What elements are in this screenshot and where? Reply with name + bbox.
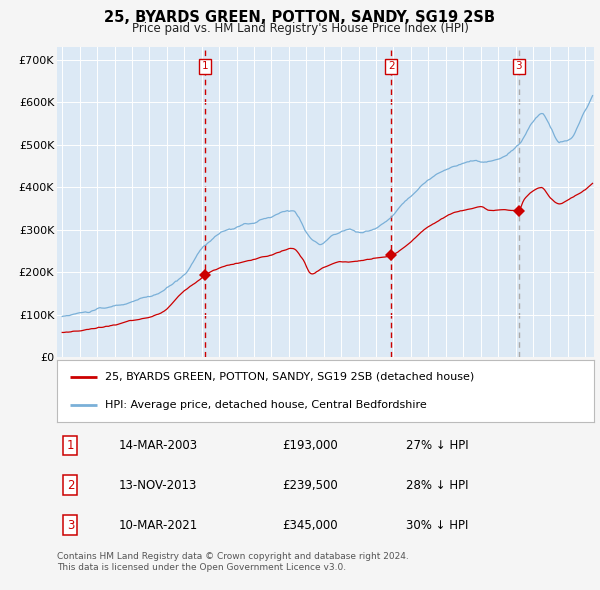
Text: 27% ↓ HPI: 27% ↓ HPI [406, 439, 469, 452]
Text: £239,500: £239,500 [283, 478, 338, 492]
Text: 2: 2 [67, 478, 74, 492]
Text: 13-NOV-2013: 13-NOV-2013 [119, 478, 197, 492]
Text: HPI: Average price, detached house, Central Bedfordshire: HPI: Average price, detached house, Cent… [106, 400, 427, 410]
Text: 1: 1 [202, 61, 209, 71]
Text: 14-MAR-2003: 14-MAR-2003 [119, 439, 198, 452]
Text: £345,000: £345,000 [283, 519, 338, 532]
Text: 3: 3 [67, 519, 74, 532]
Text: 25, BYARDS GREEN, POTTON, SANDY, SG19 2SB: 25, BYARDS GREEN, POTTON, SANDY, SG19 2S… [104, 10, 496, 25]
Text: 25, BYARDS GREEN, POTTON, SANDY, SG19 2SB (detached house): 25, BYARDS GREEN, POTTON, SANDY, SG19 2S… [106, 372, 475, 382]
Text: 10-MAR-2021: 10-MAR-2021 [119, 519, 198, 532]
Text: Price paid vs. HM Land Registry's House Price Index (HPI): Price paid vs. HM Land Registry's House … [131, 22, 469, 35]
Text: 1: 1 [67, 439, 74, 452]
Text: 28% ↓ HPI: 28% ↓ HPI [406, 478, 469, 492]
Text: 2: 2 [388, 61, 395, 71]
Text: Contains HM Land Registry data © Crown copyright and database right 2024.
This d: Contains HM Land Registry data © Crown c… [57, 552, 409, 572]
Text: 30% ↓ HPI: 30% ↓ HPI [406, 519, 469, 532]
Text: 3: 3 [515, 61, 522, 71]
Text: £193,000: £193,000 [283, 439, 338, 452]
